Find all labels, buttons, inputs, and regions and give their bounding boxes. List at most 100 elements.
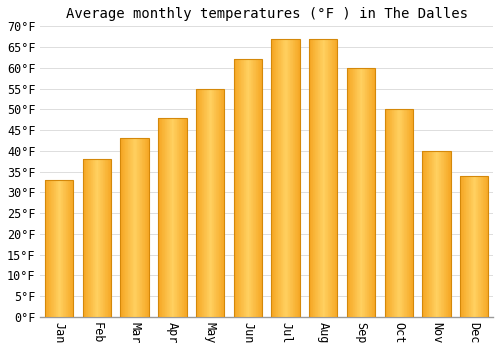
Bar [70,180,71,317]
Bar [240,60,242,317]
Bar [354,68,356,317]
Bar [464,176,465,317]
Bar [246,60,247,317]
Bar [428,151,430,317]
Bar [422,151,450,317]
Bar [204,89,205,317]
Bar [161,118,162,317]
Bar [127,138,128,317]
Bar [106,159,107,317]
Bar [480,176,482,317]
Bar [434,151,435,317]
Bar [101,159,102,317]
Bar [403,109,404,317]
Bar [468,176,469,317]
Bar [244,60,245,317]
Bar [145,138,146,317]
Bar [104,159,106,317]
Bar [430,151,431,317]
Bar [329,39,330,317]
Bar [216,89,217,317]
Bar [291,39,292,317]
Bar [212,89,213,317]
Bar [172,118,173,317]
Bar [469,176,470,317]
Bar [314,39,315,317]
Bar [215,89,216,317]
Bar [358,68,359,317]
Bar [148,138,149,317]
Bar [131,138,132,317]
Bar [350,68,351,317]
Bar [368,68,369,317]
Bar [122,138,124,317]
Bar [412,109,413,317]
Bar [274,39,275,317]
Bar [312,39,314,317]
Bar [280,39,281,317]
Bar [407,109,408,317]
Bar [138,138,139,317]
Bar [486,176,487,317]
Bar [478,176,479,317]
Bar [180,118,181,317]
Bar [238,60,240,317]
Bar [67,180,68,317]
Bar [258,60,259,317]
Bar [45,180,74,317]
Bar [296,39,297,317]
Bar [423,151,424,317]
Bar [64,180,65,317]
Bar [96,159,97,317]
Bar [373,68,374,317]
Bar [92,159,94,317]
Bar [142,138,143,317]
Bar [54,180,55,317]
Bar [443,151,444,317]
Bar [446,151,447,317]
Bar [158,118,186,317]
Bar [256,60,257,317]
Bar [236,60,237,317]
Bar [62,180,64,317]
Bar [253,60,254,317]
Bar [364,68,365,317]
Bar [50,180,51,317]
Bar [120,138,149,317]
Bar [185,118,186,317]
Bar [237,60,238,317]
Bar [351,68,352,317]
Bar [374,68,375,317]
Bar [331,39,332,317]
Bar [460,176,488,317]
Bar [360,68,361,317]
Bar [136,138,137,317]
Bar [98,159,99,317]
Bar [183,118,184,317]
Bar [164,118,166,317]
Bar [201,89,202,317]
Bar [284,39,285,317]
Bar [334,39,336,317]
Bar [210,89,211,317]
Bar [137,138,138,317]
Bar [288,39,289,317]
Bar [110,159,111,317]
Bar [479,176,480,317]
Bar [384,109,386,317]
Bar [129,138,130,317]
Bar [175,118,176,317]
Bar [332,39,333,317]
Bar [141,138,142,317]
Bar [53,180,54,317]
Bar [391,109,392,317]
Bar [369,68,370,317]
Bar [220,89,222,317]
Bar [328,39,329,317]
Bar [435,151,436,317]
Bar [473,176,474,317]
Bar [462,176,463,317]
Bar [257,60,258,317]
Bar [65,180,66,317]
Bar [243,60,244,317]
